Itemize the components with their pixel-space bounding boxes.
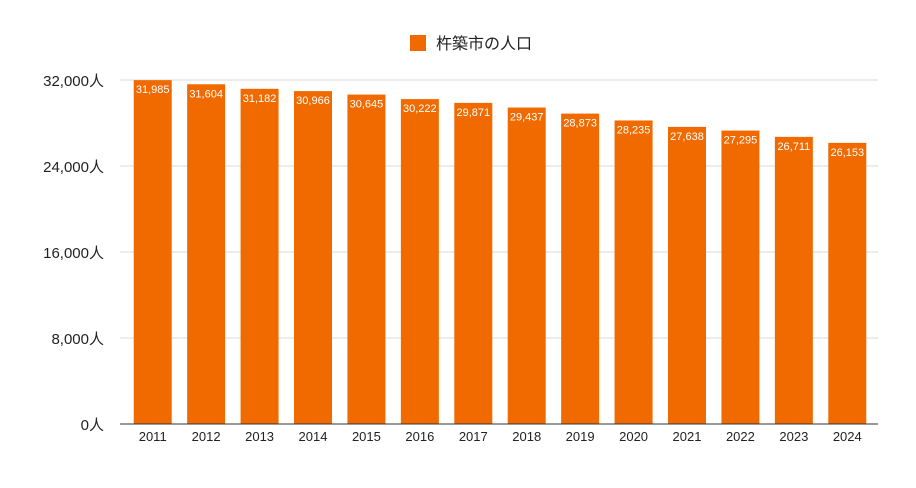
y-tick-label: 32,000人	[43, 73, 104, 90]
data-label: 29,871	[456, 107, 490, 119]
bar	[400, 99, 439, 425]
x-tick-label: 2019	[566, 429, 595, 444]
legend: 杵築市の人口	[410, 35, 532, 53]
x-tick-label: 2013	[245, 429, 274, 444]
bar	[828, 142, 867, 424]
y-tick-label: 8,000人	[51, 331, 104, 348]
bar	[561, 113, 600, 425]
data-label: 30,645	[350, 99, 384, 111]
x-tick-label: 2017	[459, 429, 488, 444]
x-tick-label: 2021	[673, 429, 702, 444]
x-tick-label: 2024	[833, 429, 862, 444]
data-label: 31,985	[136, 84, 170, 96]
data-label: 28,873	[563, 118, 597, 130]
bar	[294, 91, 332, 424]
x-tick-label: 2020	[619, 429, 648, 444]
bar	[187, 84, 226, 424]
x-axis-ticks: 2011 2012 2013 2014 2015 2016 2017 2018 2019 2020…	[139, 429, 862, 444]
data-label: 26,153	[830, 147, 864, 159]
data-label: 31,604	[189, 88, 223, 100]
data-label: 30,966	[296, 95, 330, 107]
data-labels: 31,985 31,604 31,182 30,966 30,645 30,222 29,8…	[136, 84, 864, 159]
bar	[774, 136, 813, 424]
bar	[614, 120, 653, 424]
data-label: 31,182	[243, 93, 277, 105]
x-tick-label: 2012	[192, 429, 221, 444]
data-label: 27,295	[724, 135, 758, 147]
legend-swatch	[410, 35, 426, 51]
bar	[347, 94, 386, 424]
bar	[454, 102, 493, 424]
x-tick-label: 2016	[405, 429, 434, 444]
bar	[240, 88, 279, 424]
bars	[133, 80, 867, 425]
bar	[507, 107, 546, 425]
x-tick-label: 2015	[352, 429, 381, 444]
y-tick-label: 16,000人	[43, 245, 104, 262]
data-label: 27,638	[670, 131, 704, 143]
legend-label: 杵築市の人口	[436, 35, 532, 53]
x-tick-label: 2011	[139, 429, 167, 444]
data-label: 26,711	[777, 141, 810, 153]
x-tick-label: 2022	[726, 429, 755, 444]
bar	[721, 130, 760, 425]
x-tick-label: 2014	[299, 429, 328, 444]
bar	[668, 126, 706, 424]
y-tick-label: 24,000人	[43, 159, 104, 176]
grid	[120, 79, 878, 339]
bar	[133, 80, 172, 424]
y-axis-ticks: 0人 8,000人 16,000人 24,000人 32,000人	[43, 73, 104, 434]
data-label: 30,222	[403, 103, 437, 115]
data-label: 29,437	[510, 112, 544, 124]
x-tick-label: 2018	[512, 429, 541, 444]
data-label: 28,235	[617, 124, 651, 136]
x-tick-label: 2023	[779, 429, 808, 444]
y-tick-label: 0人	[81, 417, 104, 434]
